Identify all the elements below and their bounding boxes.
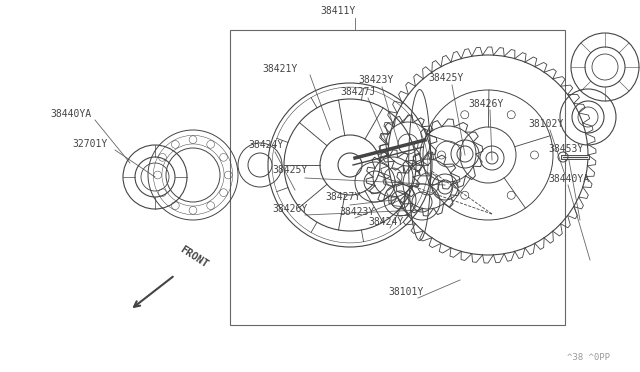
Text: 38425Y: 38425Y [428,73,463,83]
Text: 38424Y: 38424Y [248,140,284,150]
Text: 38423Y: 38423Y [339,207,374,217]
Text: 38424Y: 38424Y [368,217,403,227]
Text: 32701Y: 32701Y [72,139,108,149]
Text: 38102Y: 38102Y [528,119,563,129]
Text: 38426Y: 38426Y [468,99,503,109]
Text: 38427Y: 38427Y [325,192,360,202]
Text: 38411Y: 38411Y [320,6,355,16]
Text: 38421Y: 38421Y [262,64,297,74]
Text: 38440YA: 38440YA [50,109,91,119]
Text: 38426Y: 38426Y [272,204,307,214]
Text: 38101Y: 38101Y [388,287,423,297]
Text: 38425Y: 38425Y [272,165,307,175]
Text: 38453Y: 38453Y [548,144,583,154]
Text: 38427J: 38427J [340,87,375,97]
Text: 38423Y: 38423Y [358,75,393,85]
Text: 38440YA: 38440YA [548,174,589,184]
Text: FRONT: FRONT [178,245,210,270]
Bar [230,30,565,325]
Text: ^38 ^0PP: ^38 ^0PP [567,353,610,362]
